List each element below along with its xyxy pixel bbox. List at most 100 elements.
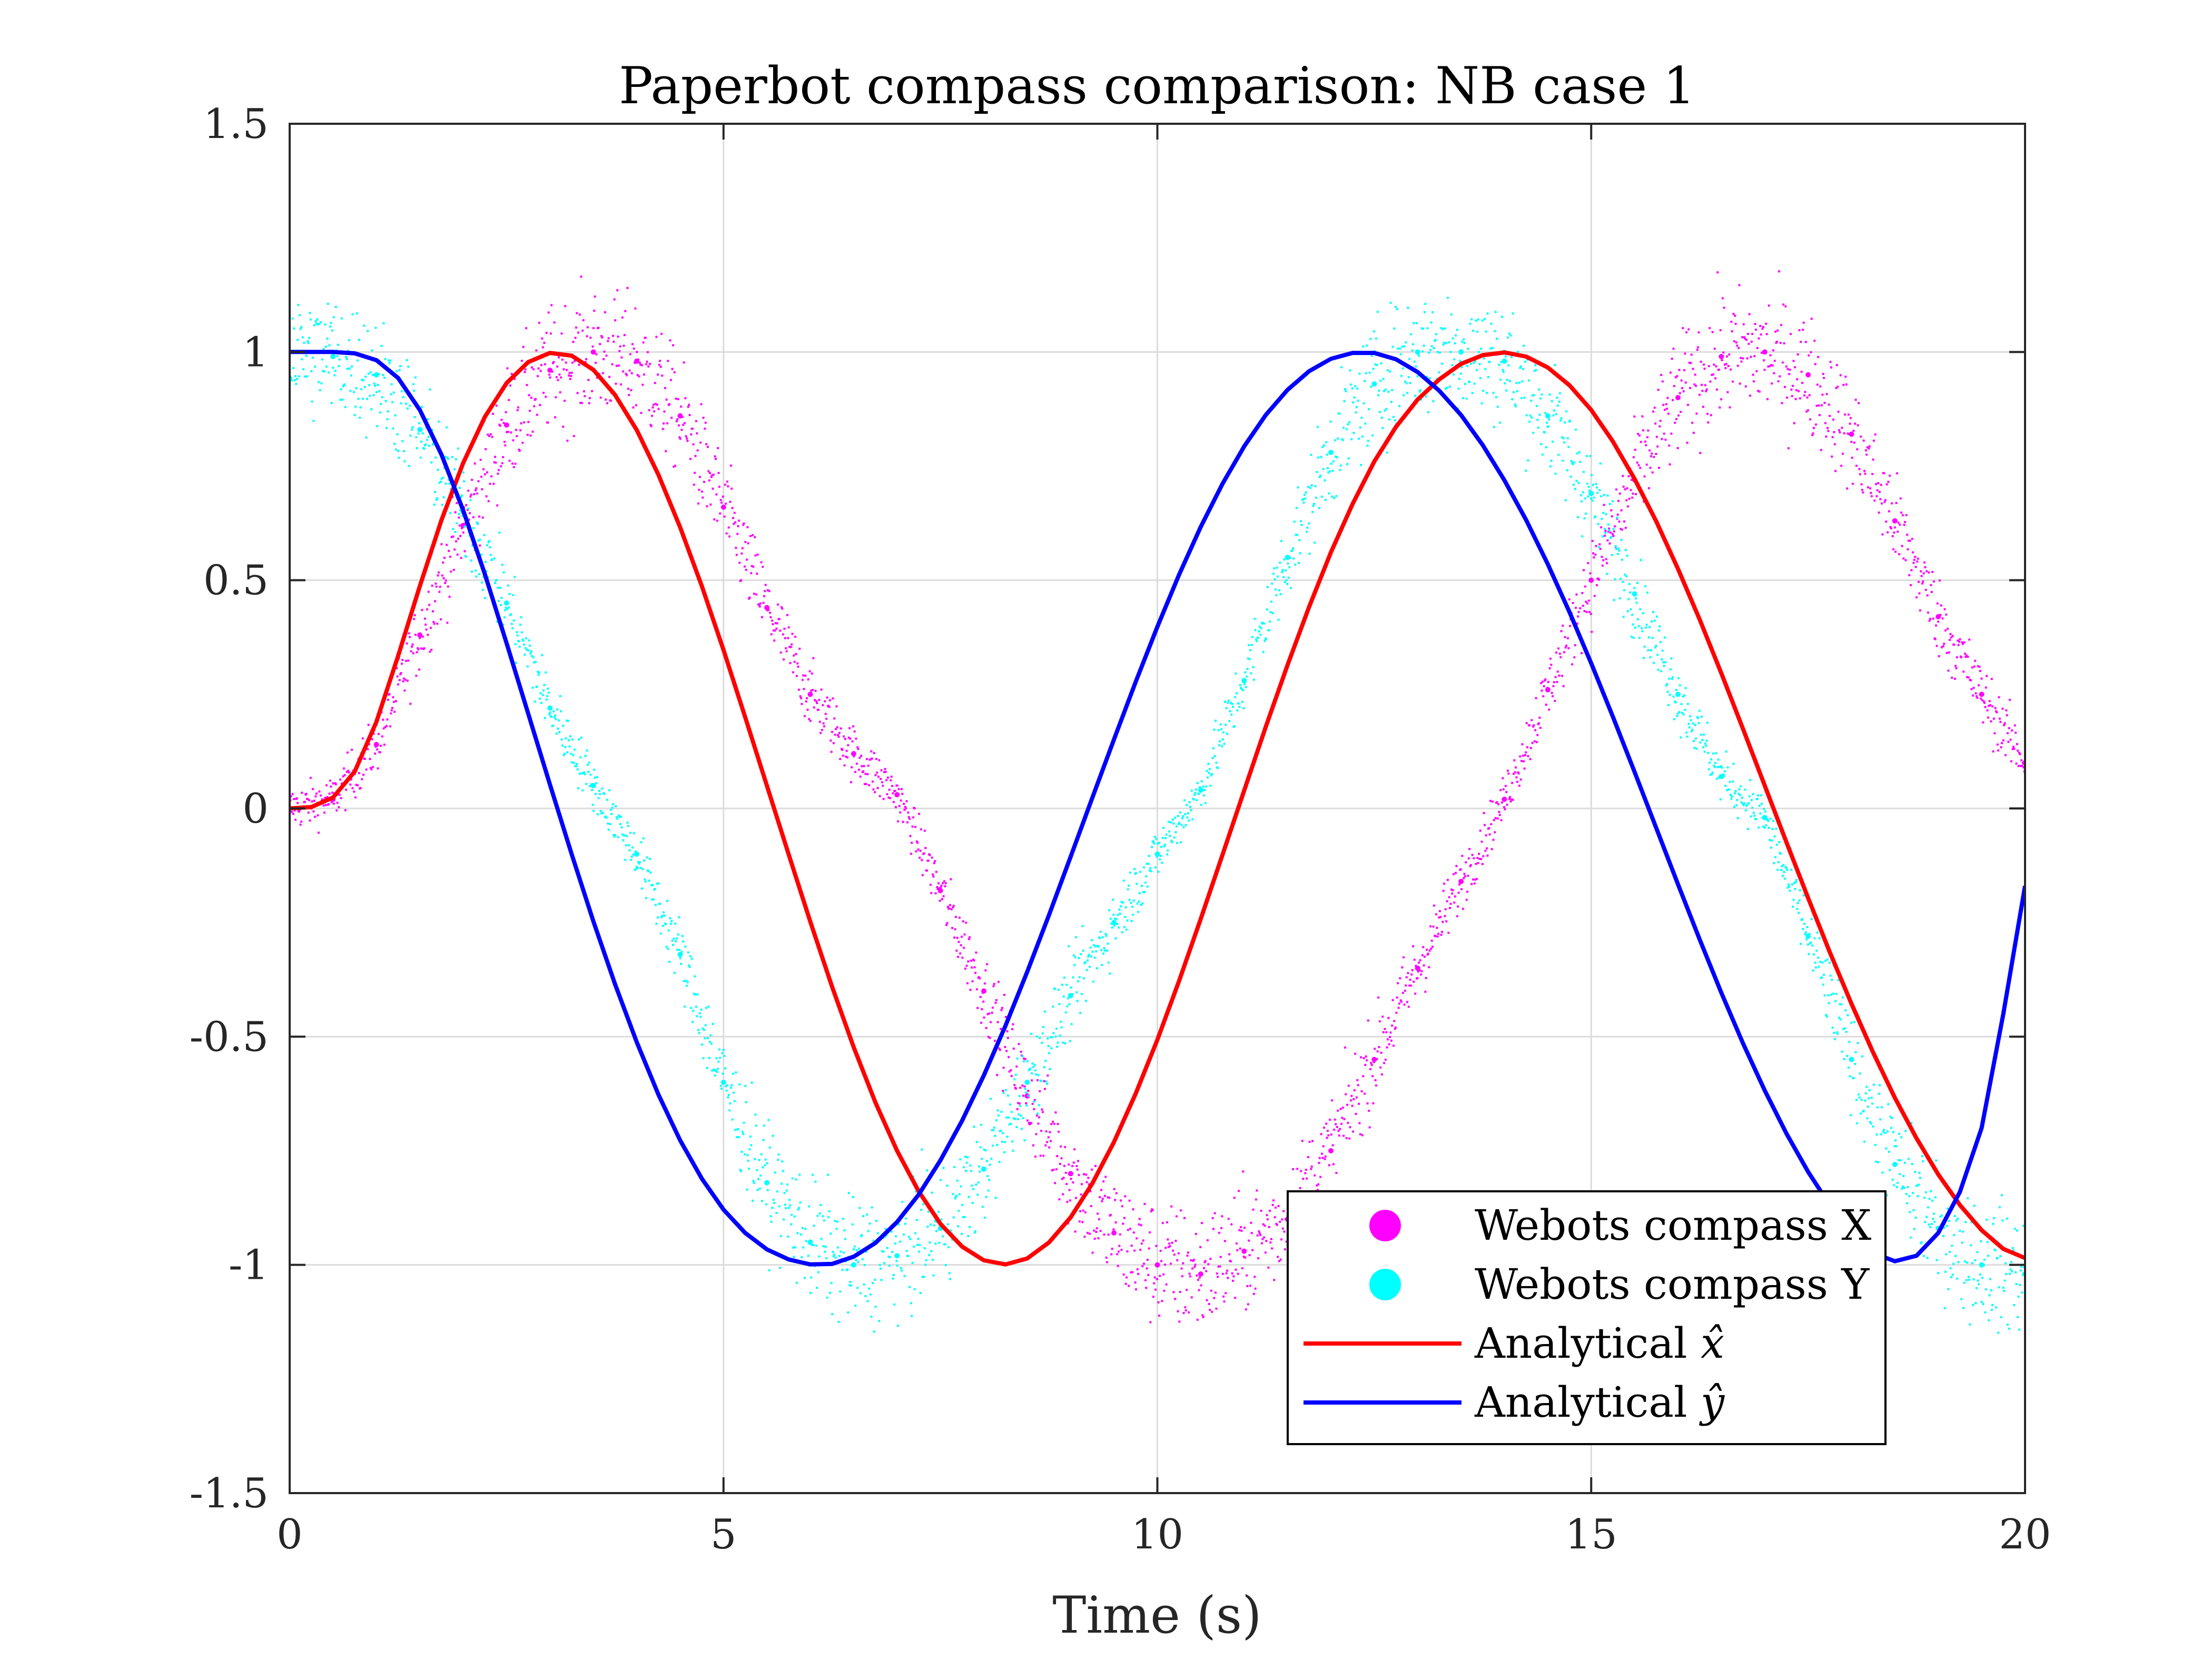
noise-dot <box>1616 514 1619 516</box>
noise-dot <box>1978 1283 1980 1286</box>
noise-dot <box>427 590 430 593</box>
noise-dot <box>1604 531 1607 534</box>
noise-dot <box>1013 1084 1016 1087</box>
noise-dot <box>1428 351 1430 354</box>
noise-dot <box>468 512 471 515</box>
noise-dot <box>330 322 332 324</box>
noise-dot <box>1986 675 1988 677</box>
noise-dot <box>904 1222 906 1225</box>
noise-dot <box>1137 1272 1140 1275</box>
noise-dot <box>290 377 292 379</box>
noise-dot <box>656 883 658 885</box>
noise-dot <box>441 503 443 506</box>
noise-dot <box>1905 1193 1908 1196</box>
noise-dot <box>312 420 315 422</box>
noise-dot <box>1465 898 1468 901</box>
noise-dot <box>615 805 617 807</box>
noise-dot <box>1540 682 1543 685</box>
noise-dot <box>1461 855 1464 857</box>
noise-dot <box>1957 644 1960 646</box>
noise-dot <box>401 659 404 661</box>
noise-dot <box>683 980 685 982</box>
noise-dot <box>1546 421 1548 424</box>
noise-dot <box>950 1229 952 1232</box>
noise-dot <box>1722 351 1725 354</box>
noise-dot <box>596 377 598 379</box>
noise-dot <box>1915 596 1918 599</box>
noise-dot <box>1203 1261 1206 1263</box>
noise-dot <box>1327 471 1330 474</box>
noise-dot <box>888 1256 891 1258</box>
noise-dot <box>1471 854 1474 856</box>
noise-dot <box>659 932 662 935</box>
noise-dot <box>1893 531 1895 534</box>
noise-dot <box>1455 872 1457 874</box>
noise-dot <box>851 1264 853 1267</box>
noise-dot <box>1263 1224 1266 1227</box>
noise-dot <box>1394 1028 1396 1030</box>
noise-dot <box>339 399 342 401</box>
noise-dot <box>1066 1005 1069 1008</box>
noise-dot <box>1751 806 1754 809</box>
noise-dot <box>972 1188 974 1190</box>
noise-dot <box>1006 1030 1009 1033</box>
noise-dot <box>1571 461 1574 464</box>
noise-dot <box>330 785 332 788</box>
noise-dot <box>891 785 894 787</box>
noise-dot <box>1823 377 1825 379</box>
noise-dot <box>1963 1281 1966 1284</box>
noise-dot <box>377 383 379 386</box>
noise-dot <box>1263 639 1266 642</box>
noise-dot <box>307 798 309 801</box>
noise-dot <box>992 985 995 987</box>
noise-dot <box>1060 1026 1063 1029</box>
noise-dot <box>933 862 935 864</box>
scatter-point <box>720 1080 726 1085</box>
noise-dot <box>611 363 614 366</box>
noise-dot <box>977 1181 980 1184</box>
noise-dot <box>1025 1104 1028 1107</box>
noise-dot <box>1861 489 1863 491</box>
noise-dot <box>1182 815 1184 817</box>
noise-dot <box>1392 1044 1395 1047</box>
noise-dot <box>1484 850 1487 852</box>
noise-dot <box>2011 748 2014 750</box>
noise-dot <box>865 783 867 785</box>
noise-dot <box>591 345 594 348</box>
noise-dot <box>715 1057 718 1060</box>
noise-dot <box>1948 651 1950 654</box>
noise-dot <box>1744 385 1747 388</box>
noise-dot <box>1004 1089 1007 1091</box>
noise-dot <box>1640 559 1642 561</box>
noise-dot <box>1835 993 1838 995</box>
noise-dot <box>907 1236 910 1238</box>
noise-dot <box>362 774 365 776</box>
noise-dot <box>419 456 422 459</box>
noise-dot <box>1972 1303 1974 1306</box>
noise-dot <box>295 383 298 386</box>
scatter-point <box>1241 1248 1247 1254</box>
noise-dot <box>1902 557 1905 560</box>
noise-dot <box>1610 536 1613 538</box>
noise-dot <box>1019 1104 1022 1107</box>
noise-dot <box>563 399 566 402</box>
noise-dot <box>969 1164 972 1167</box>
noise-dot <box>1504 785 1507 787</box>
noise-dot <box>1899 497 1902 500</box>
noise-dot <box>1988 1319 1990 1321</box>
noise-dot <box>1032 1066 1034 1069</box>
noise-dot <box>411 428 413 431</box>
noise-dot <box>1500 361 1503 363</box>
noise-dot <box>1614 578 1616 580</box>
noise-dot <box>1553 681 1555 684</box>
noise-dot <box>1968 1278 1971 1281</box>
noise-dot <box>1357 399 1359 402</box>
noise-dot <box>521 638 524 641</box>
noise-dot <box>322 348 325 350</box>
legend-label: Analytical x̂ <box>1474 1319 1724 1368</box>
noise-dot <box>1227 1218 1230 1220</box>
noise-dot <box>343 774 346 776</box>
noise-dot <box>1372 368 1375 370</box>
noise-dot <box>896 784 898 787</box>
noise-dot <box>1079 1210 1082 1212</box>
